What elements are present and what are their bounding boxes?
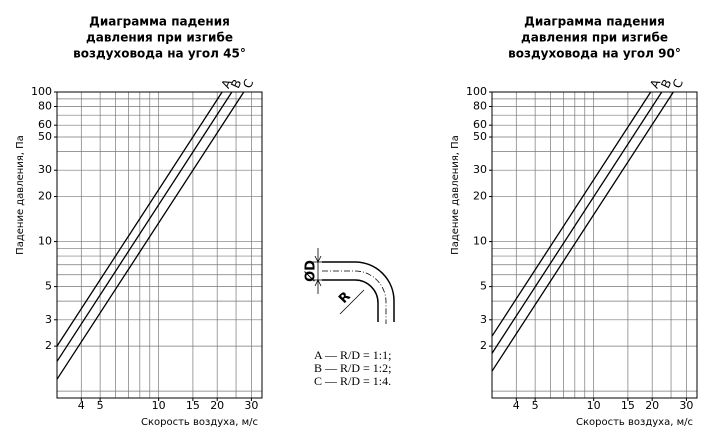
x-tick-label: 15 (621, 399, 635, 412)
chart-title: Диаграмма падения (89, 15, 230, 29)
x-tick-label: 4 (513, 399, 520, 412)
y-tick-label: 100 (466, 85, 487, 98)
chart-title: давления при изгибе (521, 31, 668, 45)
y-tick-label: 5 (480, 280, 487, 293)
series-line (56, 91, 223, 347)
x-tick-label: 10 (587, 399, 601, 412)
y-tick-label: 20 (38, 190, 52, 203)
y-tick-label: 2 (45, 339, 52, 352)
y-tick-label: 30 (473, 163, 487, 176)
y-tick-label: 100 (31, 85, 52, 98)
y-tick-label: 80 (38, 99, 52, 112)
bend-inner (322, 279, 379, 322)
legend-line: A — R/D = 1:1; (314, 348, 391, 362)
radius-label: R (336, 289, 354, 307)
chart-title: воздуховода на угол 45° (73, 47, 246, 61)
plot-frame (56, 91, 263, 399)
x-tick-label: 30 (244, 399, 258, 412)
y-tick-label: 3 (45, 313, 52, 326)
series-label: C (670, 77, 686, 91)
x-tick-label: 30 (679, 399, 693, 412)
bend-axis (322, 270, 387, 324)
y-tick-label: 80 (473, 99, 487, 112)
radius-line (339, 289, 365, 315)
x-tick-label: 4 (78, 399, 85, 412)
chart-title: Диаграмма падения (524, 15, 665, 29)
y-tick-label: 2 (480, 339, 487, 352)
chart-title: воздуховода на угол 90° (508, 47, 681, 61)
legend-line: C — R/D = 1:4. (314, 374, 391, 388)
y-tick-label: 10 (38, 235, 52, 248)
y-tick-label: 5 (45, 280, 52, 293)
y-tick-label: 30 (38, 163, 52, 176)
x-tick-label: 20 (645, 399, 659, 412)
plot-frame (491, 91, 698, 399)
x-tick-label: 15 (186, 399, 200, 412)
diameter-label: ØD (304, 260, 319, 282)
x-axis-label: Скорость воздуха, м/с (141, 417, 258, 428)
y-axis-label: Падение давления, Па (15, 135, 26, 255)
bend-diagram (312, 248, 395, 324)
x-tick-label: 5 (532, 399, 539, 412)
series-line (491, 91, 652, 337)
chart-title: давления при изгибе (86, 31, 233, 45)
y-tick-label: 20 (473, 190, 487, 203)
y-tick-label: 3 (480, 313, 487, 326)
x-tick-label: 20 (210, 399, 224, 412)
bend-outer (322, 261, 395, 322)
series-line (491, 91, 663, 354)
y-tick-label: 50 (38, 130, 52, 143)
y-tick-label: 60 (473, 118, 487, 131)
y-tick-label: 10 (473, 235, 487, 248)
x-tick-label: 5 (97, 399, 104, 412)
y-tick-label: 50 (473, 130, 487, 143)
y-tick-label: 60 (38, 118, 52, 131)
series-line (56, 91, 245, 380)
series-line (491, 91, 674, 372)
series-line (56, 91, 233, 362)
y-axis-label: Падение давления, Па (450, 135, 461, 255)
series-label: C (240, 77, 256, 91)
legend-line: B — R/D = 1:2; (314, 361, 391, 375)
x-axis-label: Скорость воздуха, м/с (576, 417, 693, 428)
x-tick-label: 10 (152, 399, 166, 412)
